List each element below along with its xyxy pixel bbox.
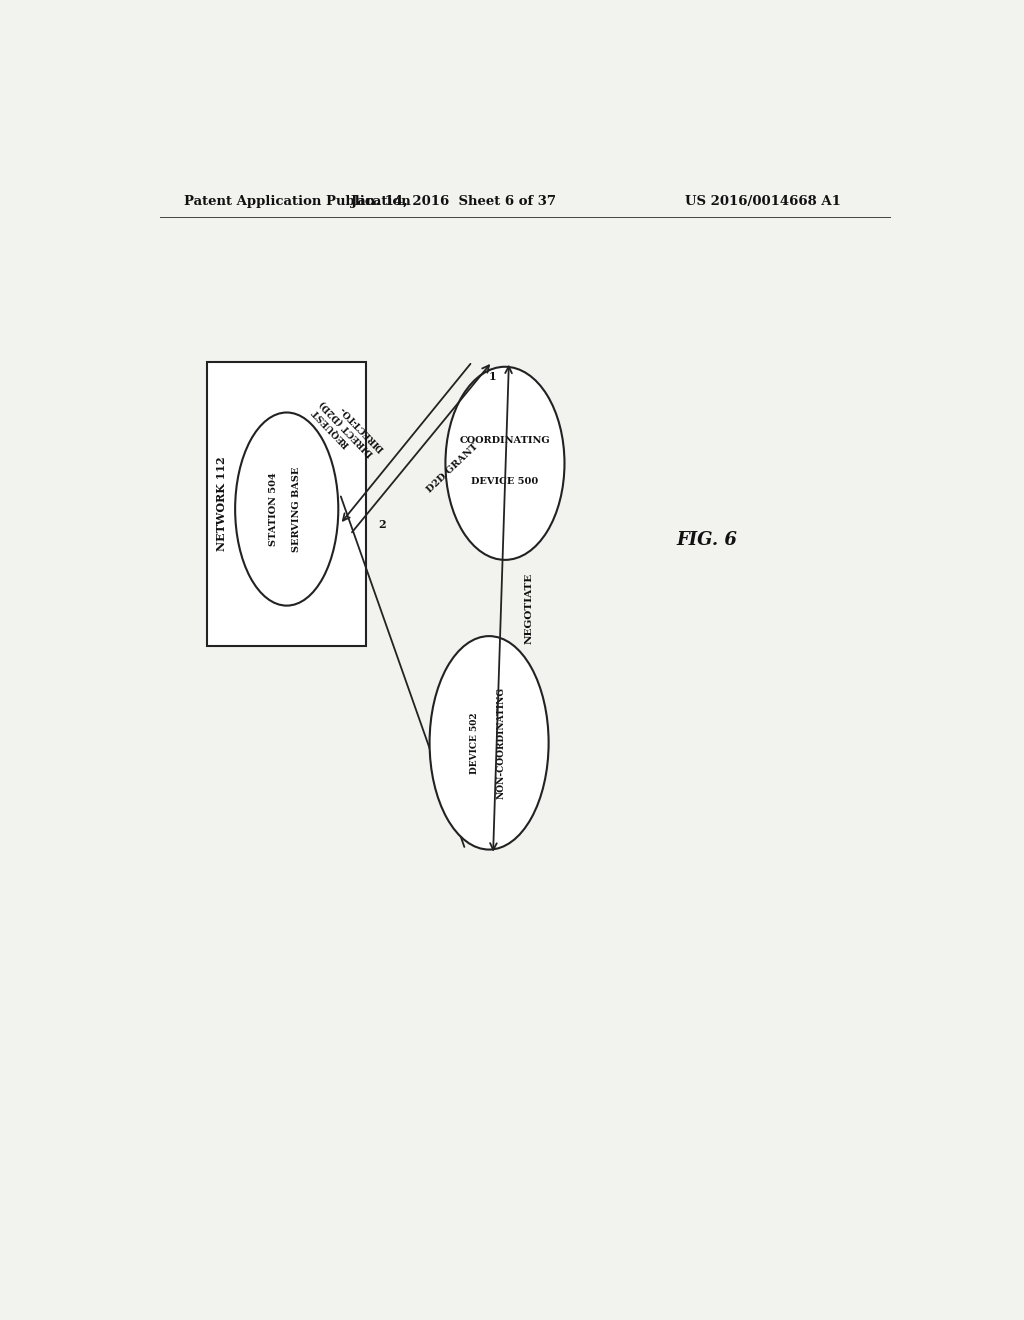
Text: REQUEST: REQUEST [310, 407, 351, 449]
Text: Jan. 14, 2016  Sheet 6 of 37: Jan. 14, 2016 Sheet 6 of 37 [351, 194, 556, 207]
Text: D2D GRANT: D2D GRANT [426, 442, 480, 495]
Text: COORDINATING: COORDINATING [460, 437, 550, 445]
Ellipse shape [236, 412, 338, 606]
Text: STATION 504: STATION 504 [268, 473, 278, 546]
Text: DEVICE 500: DEVICE 500 [471, 477, 539, 486]
Text: DIRECT (D2D): DIRECT (D2D) [317, 399, 375, 457]
Bar [207, 362, 367, 647]
Text: SERVING BASE: SERVING BASE [292, 466, 301, 552]
Text: DEVICE 502: DEVICE 502 [470, 711, 479, 774]
Ellipse shape [445, 367, 564, 560]
Text: FIG. 6: FIG. 6 [677, 531, 737, 549]
Text: NETWORK 112: NETWORK 112 [216, 457, 227, 552]
Text: 2: 2 [378, 519, 386, 529]
Ellipse shape [430, 636, 549, 850]
Text: Patent Application Publication: Patent Application Publication [183, 194, 411, 207]
Text: 1: 1 [488, 371, 496, 383]
Text: NEGOTIATE: NEGOTIATE [524, 573, 534, 644]
Text: DIRECT-TO-: DIRECT-TO- [339, 403, 386, 453]
Text: NON-COORDINATING: NON-COORDINATING [497, 686, 506, 799]
Text: US 2016/0014668 A1: US 2016/0014668 A1 [685, 194, 841, 207]
